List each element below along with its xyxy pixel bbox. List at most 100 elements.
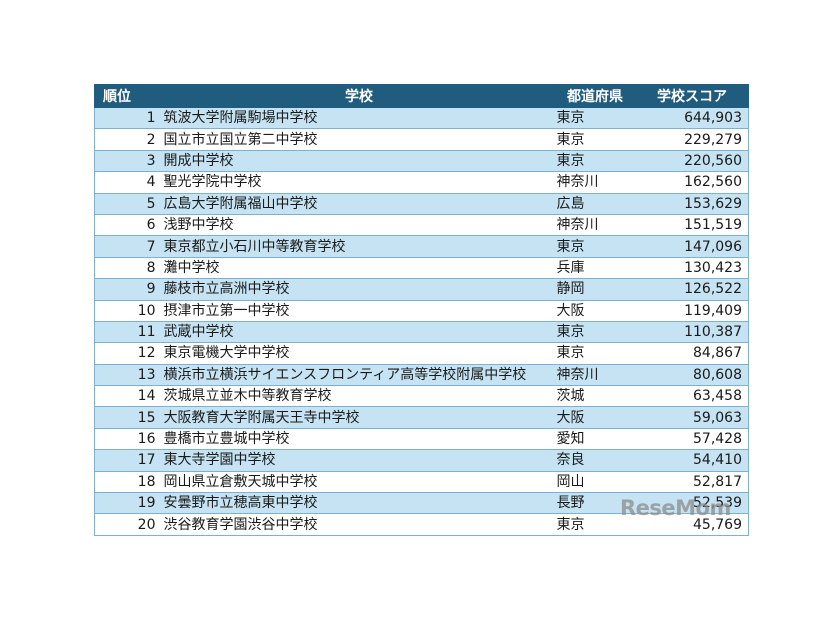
cell-score: 54,410 (635, 449, 749, 472)
cell-prefecture: 茨城 (554, 385, 636, 408)
cell-rank: 8 (94, 257, 160, 280)
cell-rank: 4 (94, 171, 160, 194)
table-row: 14 茨城県立並木中等教育学校 茨城 63,458 (94, 385, 749, 408)
cell-rank: 3 (94, 150, 160, 173)
cell-score: 151,519 (635, 214, 749, 237)
cell-prefecture: 広島 (554, 193, 636, 215)
cell-score: 80,608 (635, 364, 749, 387)
cell-school: 灘中学校 (159, 257, 555, 280)
table-row: 10 摂津市立第一中学校 大阪 119,409 (94, 300, 749, 322)
cell-rank: 17 (94, 449, 160, 472)
cell-score: 119,409 (635, 300, 749, 322)
header-rank: 順位 (94, 84, 160, 108)
cell-rank: 19 (94, 492, 160, 515)
cell-school: 横浜市立横浜サイエンスフロンティア高等学校附属中学校 (159, 364, 555, 387)
cell-school: 東京電機大学中学校 (159, 342, 555, 365)
table-row: 19 安曇野市立穂高東中学校 長野 52,539 (94, 492, 749, 515)
table-header-row: 順位 学校 都道府県 学校スコア (94, 84, 749, 108)
cell-prefecture: 静岡 (554, 278, 636, 301)
cell-prefecture: 大阪 (554, 406, 636, 429)
cell-rank: 1 (94, 107, 160, 130)
cell-prefecture: 神奈川 (554, 214, 636, 237)
cell-school: 筑波大学附属駒場中学校 (159, 107, 555, 130)
cell-rank: 16 (94, 428, 160, 451)
table-row: 15 大阪教育大学附属天王寺中学校 大阪 59,063 (94, 406, 749, 429)
cell-score: 130,423 (635, 257, 749, 280)
cell-prefecture: 愛知 (554, 428, 636, 451)
cell-score: 220,560 (635, 150, 749, 173)
cell-school: 広島大学附属福山中学校 (159, 193, 555, 215)
table-row: 5 広島大学附属福山中学校 広島 153,629 (94, 193, 749, 215)
cell-score: 59,063 (635, 406, 749, 429)
cell-rank: 14 (94, 385, 160, 408)
cell-prefecture: 東京 (554, 150, 636, 173)
header-score: 学校スコア (635, 84, 749, 108)
cell-school: 豊橋市立豊城中学校 (159, 428, 555, 451)
cell-prefecture: 東京 (554, 235, 636, 258)
cell-rank: 2 (94, 128, 160, 151)
cell-prefecture: 東京 (554, 321, 636, 344)
cell-school: 茨城県立並木中等教育学校 (159, 385, 555, 408)
table-row: 18 岡山県立倉敷天城中学校 岡山 52,817 (94, 471, 749, 494)
header-prefecture: 都道府県 (554, 84, 636, 108)
cell-score: 52,817 (635, 471, 749, 494)
cell-prefecture: 大阪 (554, 300, 636, 322)
cell-school: 東京都立小石川中等教育学校 (159, 235, 555, 258)
cell-score: 229,279 (635, 128, 749, 151)
cell-school: 開成中学校 (159, 150, 555, 173)
cell-score: 644,903 (635, 107, 749, 130)
cell-prefecture: 岡山 (554, 471, 636, 494)
table-row: 16 豊橋市立豊城中学校 愛知 57,428 (94, 428, 749, 451)
cell-prefecture: 東京 (554, 513, 636, 536)
cell-school: 東大寺学園中学校 (159, 449, 555, 472)
cell-score: 84,867 (635, 342, 749, 365)
header-school: 学校 (159, 84, 555, 108)
cell-school: 武蔵中学校 (159, 321, 555, 344)
cell-school: 大阪教育大学附属天王寺中学校 (159, 406, 555, 429)
table-row: 13 横浜市立横浜サイエンスフロンティア高等学校附属中学校 神奈川 80,608 (94, 364, 749, 387)
cell-school: 安曇野市立穂高東中学校 (159, 492, 555, 515)
cell-school: 浅野中学校 (159, 214, 555, 237)
cell-score: 110,387 (635, 321, 749, 344)
cell-rank: 13 (94, 364, 160, 387)
cell-rank: 7 (94, 235, 160, 258)
cell-rank: 9 (94, 278, 160, 301)
cell-rank: 12 (94, 342, 160, 365)
cell-school: 摂津市立第一中学校 (159, 300, 555, 322)
cell-score: 126,522 (635, 278, 749, 301)
cell-score: 147,096 (635, 235, 749, 258)
table-row: 12 東京電機大学中学校 東京 84,867 (94, 342, 749, 365)
cell-rank: 20 (94, 513, 160, 536)
cell-score: 153,629 (635, 193, 749, 215)
cell-prefecture: 兵庫 (554, 257, 636, 280)
table-row: 2 国立市立国立第二中学校 東京 229,279 (94, 128, 749, 151)
cell-score: 162,560 (635, 171, 749, 194)
table-row: 7 東京都立小石川中等教育学校 東京 147,096 (94, 235, 749, 258)
cell-rank: 10 (94, 300, 160, 322)
table-row: 6 浅野中学校 神奈川 151,519 (94, 214, 749, 237)
table-row: 20 渋谷教育学園渋谷中学校 東京 45,769 (94, 513, 749, 536)
table-row: 4 聖光学院中学校 神奈川 162,560 (94, 171, 749, 194)
cell-prefecture: 長野 (554, 492, 636, 515)
ranking-table: 順位 学校 都道府県 学校スコア 1 筑波大学附属駒場中学校 東京 644,903 2 国… (94, 84, 749, 536)
table-row: 3 開成中学校 東京 220,560 (94, 150, 749, 173)
table-body: 1 筑波大学附属駒場中学校 東京 644,903 2 国立市立国立第二中学校 東京 229,2… (94, 107, 749, 536)
cell-prefecture: 東京 (554, 342, 636, 365)
cell-score: 52,539 (635, 492, 749, 515)
cell-school: 藤枝市立高洲中学校 (159, 278, 555, 301)
cell-prefecture: 東京 (554, 128, 636, 151)
cell-school: 国立市立国立第二中学校 (159, 128, 555, 151)
cell-rank: 5 (94, 193, 160, 215)
table-row: 9 藤枝市立高洲中学校 静岡 126,522 (94, 278, 749, 301)
ranking-table-container: 順位 学校 都道府県 学校スコア 1 筑波大学附属駒場中学校 東京 644,903 2 国… (94, 84, 749, 536)
cell-rank: 6 (94, 214, 160, 237)
cell-prefecture: 東京 (554, 107, 636, 130)
cell-prefecture: 神奈川 (554, 171, 636, 194)
cell-prefecture: 神奈川 (554, 364, 636, 387)
cell-rank: 15 (94, 406, 160, 429)
cell-school: 聖光学院中学校 (159, 171, 555, 194)
cell-score: 63,458 (635, 385, 749, 408)
table-row: 11 武蔵中学校 東京 110,387 (94, 321, 749, 344)
cell-school: 渋谷教育学園渋谷中学校 (159, 513, 555, 536)
table-row: 17 東大寺学園中学校 奈良 54,410 (94, 449, 749, 472)
